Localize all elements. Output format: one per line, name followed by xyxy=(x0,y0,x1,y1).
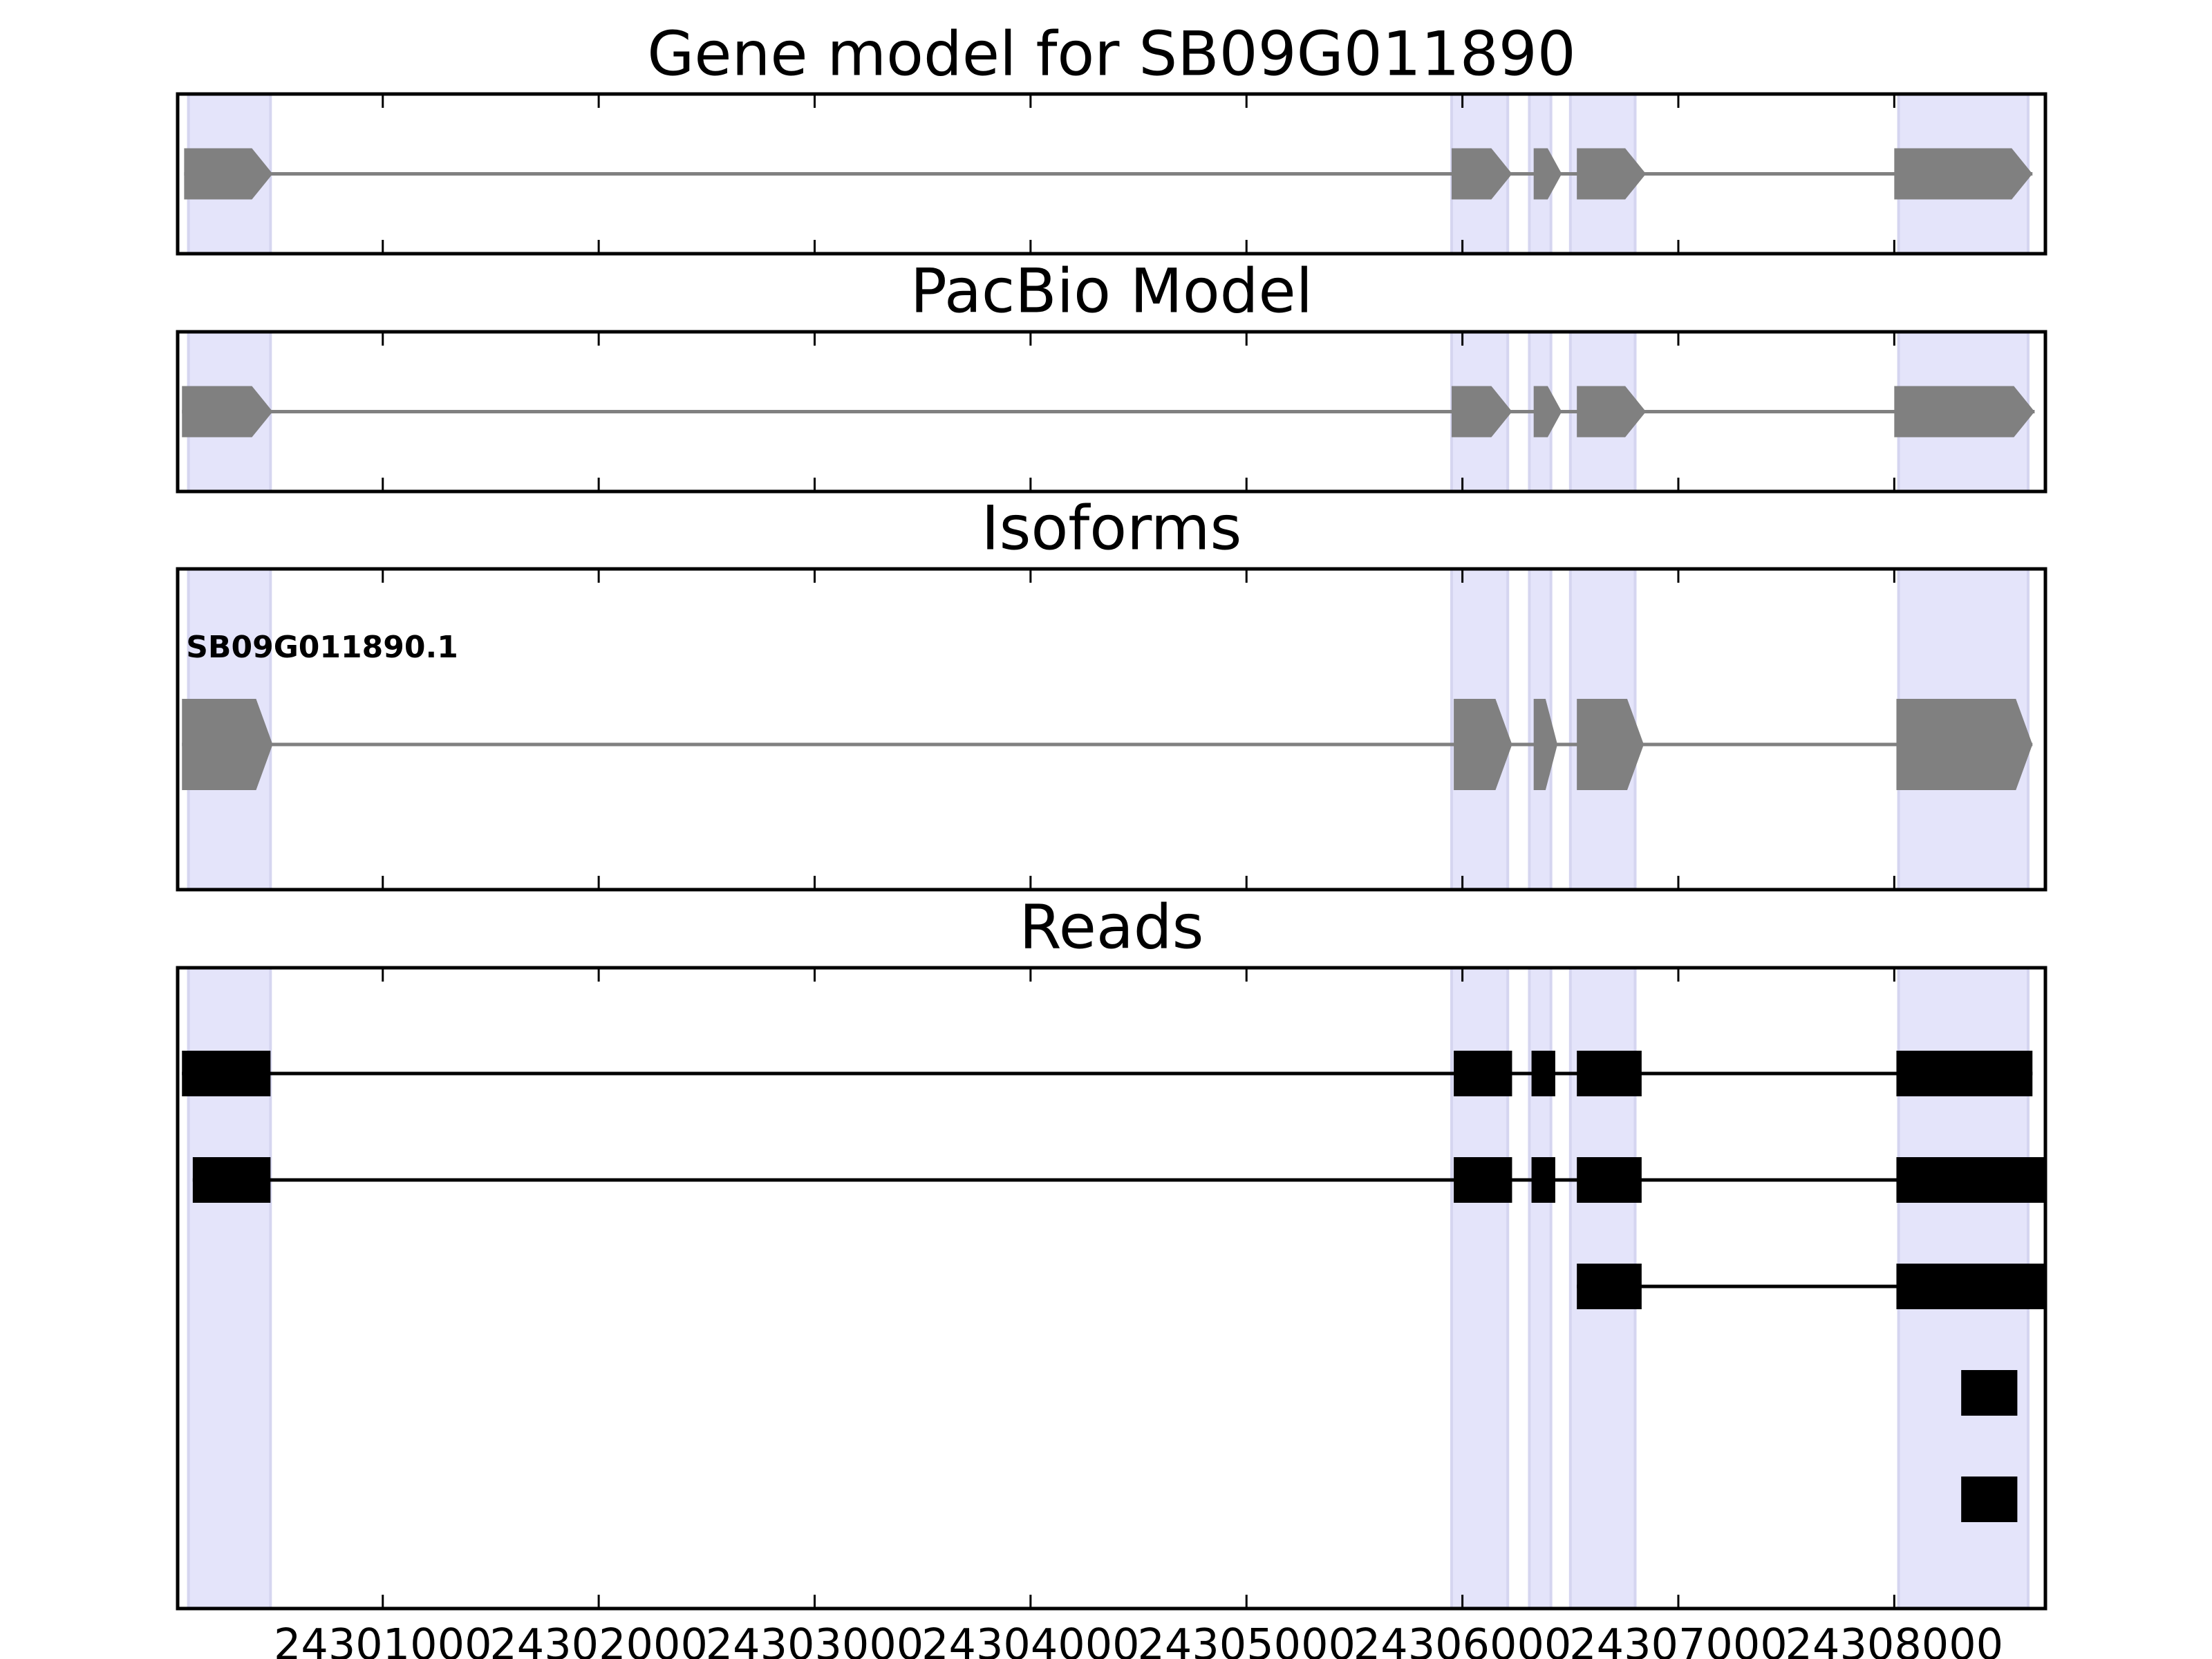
read-3 xyxy=(1577,1264,2045,1309)
read-block-1 xyxy=(1961,1477,2018,1522)
gene-model-1: SB09G011890.1 xyxy=(182,630,2033,790)
read-block-4 xyxy=(1577,1051,1642,1096)
read-block-3 xyxy=(1531,1157,1555,1203)
read-block-1 xyxy=(1577,1264,1642,1309)
read-block-2 xyxy=(1896,1264,2045,1309)
x-axis-labels: 2430100024302000243030002430400024305000… xyxy=(274,1620,2003,1659)
exon-5 xyxy=(1896,699,2033,790)
exon-1 xyxy=(184,148,273,200)
x-tick-label: 24303000 xyxy=(706,1620,924,1659)
read-block-2 xyxy=(1454,1051,1512,1096)
x-tick-label: 24307000 xyxy=(1569,1620,1788,1659)
x-tick-label: 24301000 xyxy=(274,1620,492,1659)
read-block-3 xyxy=(1531,1051,1555,1096)
panel-frame xyxy=(176,567,2047,892)
read-4 xyxy=(1961,1370,2018,1416)
exon-1 xyxy=(182,386,273,438)
exon-5 xyxy=(1894,386,2035,438)
panel-title: Reads xyxy=(1020,892,1204,963)
read-block-1 xyxy=(192,1157,271,1203)
exon-4 xyxy=(1577,699,1644,790)
panel-4: Reads xyxy=(176,892,2047,1611)
panel-frame xyxy=(176,966,2047,1611)
read-block-5 xyxy=(1896,1157,2045,1203)
exon-4 xyxy=(1577,148,1647,200)
exon-5 xyxy=(1894,148,2033,200)
x-tick-label: 24305000 xyxy=(1137,1620,1356,1659)
x-tick-label: 24304000 xyxy=(921,1620,1140,1659)
gene-model-1 xyxy=(184,148,2033,200)
panel-3: Isoforms SB09G011890.1 xyxy=(176,493,2047,892)
panel-1: Gene model for SB09G011890 xyxy=(176,19,2047,256)
read-block-5 xyxy=(1896,1051,2033,1096)
read-block-1 xyxy=(1961,1370,2018,1416)
isoform-label: SB09G011890.1 xyxy=(186,630,458,665)
exon-3 xyxy=(1533,148,1562,200)
read-block-2 xyxy=(1454,1157,1512,1203)
panel-title: Gene model for SB09G011890 xyxy=(647,19,1576,90)
panel-2: PacBio Model xyxy=(176,256,2047,494)
x-tick-label: 24306000 xyxy=(1353,1620,1572,1659)
exon-3 xyxy=(1533,386,1562,438)
read-2 xyxy=(192,1157,2045,1203)
panel-frame xyxy=(176,92,2047,256)
exon-2 xyxy=(1451,386,1512,438)
gene-model-1 xyxy=(182,386,2035,438)
panel-title: PacBio Model xyxy=(910,256,1313,327)
read-block-1 xyxy=(182,1051,271,1096)
exon-4 xyxy=(1577,386,1647,438)
read-block-4 xyxy=(1577,1157,1642,1203)
read-5 xyxy=(1961,1477,2018,1522)
exon-2 xyxy=(1451,148,1512,200)
x-tick-label: 24308000 xyxy=(1785,1620,2004,1659)
read-1 xyxy=(182,1051,2033,1096)
panel-frame xyxy=(176,330,2047,494)
exon-1 xyxy=(182,699,273,790)
panel-title: Isoforms xyxy=(982,493,1242,564)
exon-3 xyxy=(1533,699,1558,790)
x-tick-label: 24302000 xyxy=(489,1620,708,1659)
exon-2 xyxy=(1454,699,1512,790)
